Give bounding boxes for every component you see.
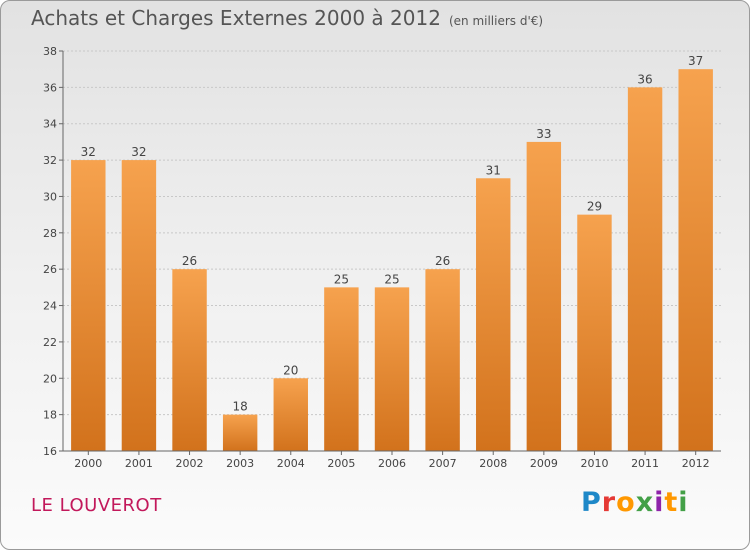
chart-subtitle: (en milliers d'€)	[448, 14, 544, 28]
x-tick-label-2011: 2011	[631, 457, 659, 470]
value-label-2006: 25	[384, 272, 399, 286]
y-tick-label-20: 20	[43, 372, 57, 385]
value-label-2009: 33	[536, 127, 551, 141]
commune-name: LE LOUVEROT	[31, 495, 162, 516]
chart-title: Achats et Charges Externes 2000 à 2012 (e…	[31, 6, 543, 30]
y-tick-label-16: 16	[43, 445, 57, 458]
bar-2006	[374, 287, 410, 451]
value-label-2005: 25	[334, 272, 349, 286]
proxiti-logo: Proxiti	[581, 487, 689, 518]
value-label-2002: 26	[182, 254, 197, 268]
bar-2002	[172, 269, 207, 451]
value-label-2011: 36	[637, 72, 652, 86]
x-tick-label-2000: 2000	[74, 457, 102, 470]
value-label-2012: 37	[688, 54, 703, 68]
x-tick-label-2004: 2004	[277, 457, 305, 470]
y-tick-label-24: 24	[43, 300, 57, 313]
y-tick-label-18: 18	[43, 409, 57, 422]
y-tick-label-32: 32	[43, 154, 57, 167]
value-label-2000: 32	[81, 145, 96, 159]
bar-2011	[627, 87, 663, 451]
bar-2007	[425, 269, 460, 451]
x-tick-label-2008: 2008	[479, 457, 507, 470]
bar-2008	[476, 178, 511, 452]
y-tick-label-36: 36	[43, 81, 57, 94]
x-tick-label-2006: 2006	[378, 457, 406, 470]
y-tick-label-26: 26	[43, 263, 57, 276]
bar-2004	[273, 378, 308, 451]
value-label-2008: 31	[486, 163, 501, 177]
x-tick-label-2005: 2005	[327, 457, 355, 470]
bars: 32 32 26 18 20 25 25 26 31 33 29 36 37	[71, 54, 713, 452]
x-tick-label-2012: 2012	[682, 457, 710, 470]
bar-2005	[324, 287, 359, 451]
title-text: Achats et Charges Externes 2000 à 2012	[31, 6, 441, 30]
value-label-2004: 20	[283, 363, 298, 377]
y-tick-label-38: 38	[43, 45, 57, 58]
bar-2001	[121, 160, 157, 451]
x-tick-label-2010: 2010	[580, 457, 608, 470]
x-tick-label-2009: 2009	[530, 457, 558, 470]
bar-2010	[577, 214, 612, 451]
x-tick-label-2003: 2003	[226, 457, 254, 470]
bar-2009	[526, 141, 562, 451]
y-tick-label-34: 34	[43, 118, 57, 131]
value-label-2001: 32	[131, 145, 146, 159]
y-tick-label-22: 22	[43, 336, 57, 349]
value-label-2010: 29	[587, 200, 602, 214]
value-label-2007: 26	[435, 254, 450, 268]
axes: 16 18 20 22 24 26 28 30 32 34 36 38 2000 2001 2002 2003…	[43, 45, 721, 470]
bar-2003	[222, 414, 258, 451]
y-tick-label-30: 30	[43, 190, 57, 203]
value-label-2003: 18	[233, 400, 248, 414]
x-tick-label-2002: 2002	[176, 457, 204, 470]
bar-2012	[678, 69, 713, 451]
x-tick-label-2001: 2001	[125, 457, 153, 470]
x-tick-label-2007: 2007	[429, 457, 457, 470]
bar-2000	[71, 160, 106, 451]
y-tick-label-28: 28	[43, 227, 57, 240]
